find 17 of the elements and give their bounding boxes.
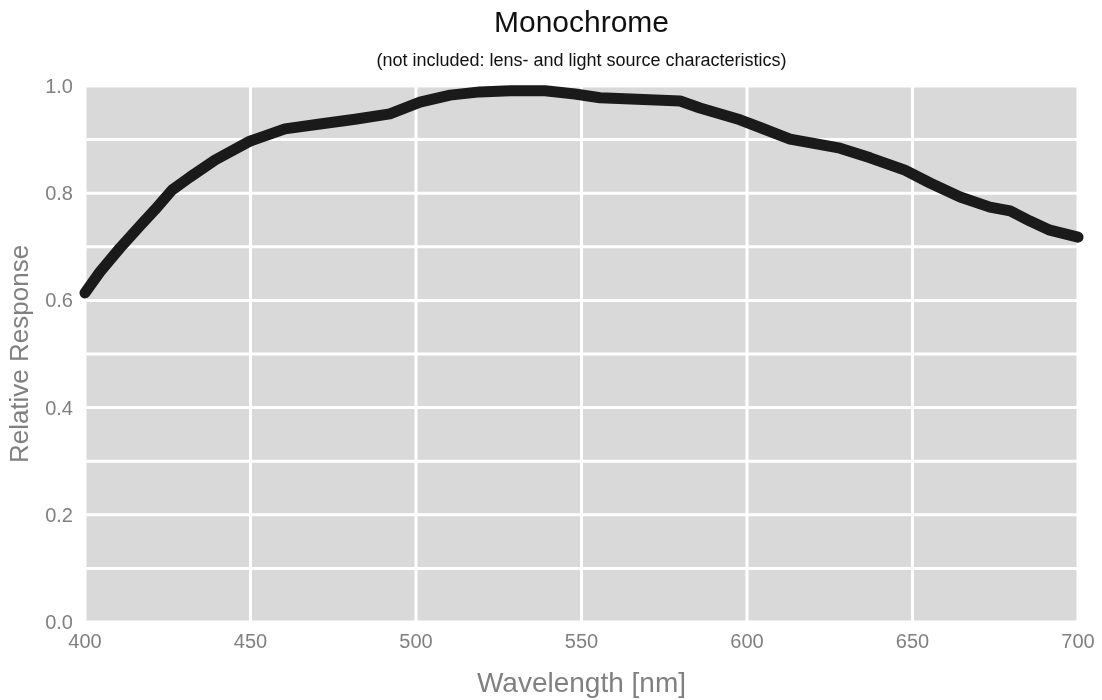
y-axis-title: Relative Response: [4, 244, 34, 464]
x-axis-title: Wavelength [nm]: [476, 667, 687, 698]
x-tick-label: 500: [399, 630, 433, 652]
y-tick-label: 0.2: [45, 503, 73, 526]
y-tick-label: 0.8: [45, 182, 73, 205]
chart-subtitle: (not included: lens- and light source characteristics): [376, 50, 787, 70]
y-tick-label: 0.0: [45, 611, 73, 633]
x-tick-label: 450: [233, 630, 268, 652]
x-tick-label: 700: [1061, 630, 1095, 652]
chart-title: Monochrome: [493, 5, 670, 38]
x-tick-label: 550: [564, 630, 599, 652]
y-tick-label: 0.4: [45, 396, 73, 419]
x-tick-label: 600: [730, 630, 764, 652]
y-tick-label: 0.6: [45, 289, 73, 312]
x-tick-label: 650: [895, 630, 930, 652]
y-tick-label: 1.0: [45, 75, 73, 97]
x-tick-label: 400: [68, 630, 102, 652]
